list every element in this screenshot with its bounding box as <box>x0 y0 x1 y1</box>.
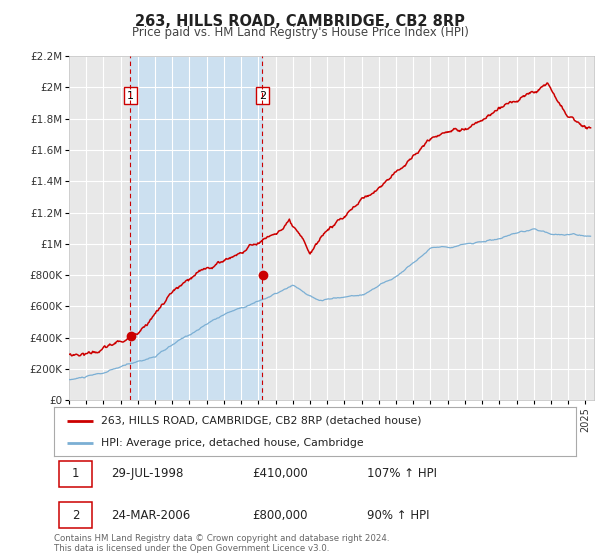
Text: 29-JUL-1998: 29-JUL-1998 <box>112 467 184 480</box>
Text: 2: 2 <box>259 91 266 101</box>
Text: 263, HILLS ROAD, CAMBRIDGE, CB2 8RP: 263, HILLS ROAD, CAMBRIDGE, CB2 8RP <box>135 14 465 29</box>
Text: 1: 1 <box>127 91 134 101</box>
Text: 263, HILLS ROAD, CAMBRIDGE, CB2 8RP (detached house): 263, HILLS ROAD, CAMBRIDGE, CB2 8RP (det… <box>101 416 421 426</box>
FancyBboxPatch shape <box>59 460 92 487</box>
Text: 24-MAR-2006: 24-MAR-2006 <box>112 508 191 522</box>
Text: Contains HM Land Registry data © Crown copyright and database right 2024.
This d: Contains HM Land Registry data © Crown c… <box>54 534 389 553</box>
Text: 2: 2 <box>71 508 79 522</box>
Text: £410,000: £410,000 <box>253 467 308 480</box>
Text: 90% ↑ HPI: 90% ↑ HPI <box>367 508 430 522</box>
Text: 107% ↑ HPI: 107% ↑ HPI <box>367 467 437 480</box>
Text: £800,000: £800,000 <box>253 508 308 522</box>
Text: 1: 1 <box>71 467 79 480</box>
Text: Price paid vs. HM Land Registry's House Price Index (HPI): Price paid vs. HM Land Registry's House … <box>131 26 469 39</box>
Text: HPI: Average price, detached house, Cambridge: HPI: Average price, detached house, Camb… <box>101 437 364 447</box>
Bar <box>130 56 262 400</box>
FancyBboxPatch shape <box>59 502 92 529</box>
